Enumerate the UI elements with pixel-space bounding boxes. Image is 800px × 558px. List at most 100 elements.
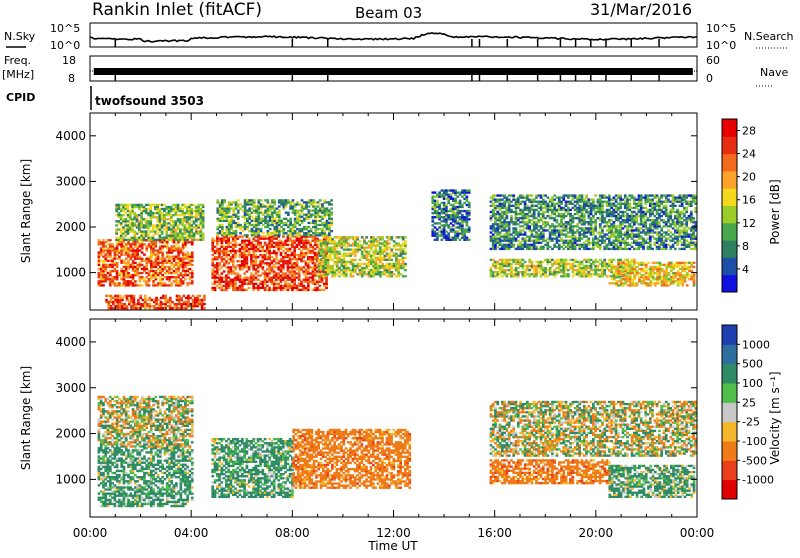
data-cell: [255, 224, 258, 226]
data-cell: [590, 231, 593, 233]
data-cell: [298, 228, 301, 230]
data-cell: [372, 240, 375, 242]
data-cell: [558, 235, 561, 237]
data-cell: [170, 230, 173, 232]
data-cell: [320, 263, 323, 265]
data-cell: [524, 209, 527, 211]
data-cell: [122, 210, 125, 212]
data-cell: [499, 259, 502, 261]
data-cell: [363, 267, 366, 269]
data-cell: [608, 275, 611, 277]
data-cell: [438, 214, 441, 216]
data-cell: [459, 204, 462, 206]
data-cell: [343, 253, 346, 255]
data-cell: [266, 268, 269, 270]
data-cell: [321, 203, 324, 205]
data-cell: [537, 211, 540, 213]
data-cell: [271, 205, 274, 207]
data-cell: [187, 305, 190, 307]
data-cell: [227, 240, 230, 242]
data-cell: [314, 252, 317, 254]
data-cell: [148, 272, 151, 274]
data-cell: [135, 305, 138, 307]
data-cell: [257, 234, 260, 236]
data-cell: [109, 264, 112, 266]
data-cell: [164, 282, 167, 284]
data-cell: [248, 268, 251, 270]
data-cell: [230, 283, 233, 285]
data-cell: [147, 220, 150, 222]
data-cell: [567, 246, 570, 248]
data-cell: [372, 273, 375, 275]
data-cell: [129, 224, 132, 226]
data-cell: [314, 272, 317, 274]
data-cell: [148, 303, 151, 305]
data-cell: [492, 235, 495, 237]
data-cell: [356, 273, 359, 275]
data-cell: [248, 209, 251, 211]
data-cell: [149, 218, 152, 220]
data-cell: [168, 280, 171, 282]
data-cell: [441, 232, 444, 234]
data-cell: [221, 234, 224, 236]
data-cell: [219, 218, 222, 220]
data-cell: [177, 214, 180, 216]
data-cell: [456, 214, 459, 216]
data-cell: [343, 275, 346, 277]
data-cell: [372, 267, 375, 269]
data-cell: [184, 243, 187, 245]
data-cell: [275, 258, 278, 260]
data-cell: [301, 199, 304, 201]
data-cell: [510, 240, 513, 242]
data-cell: [308, 226, 311, 228]
data-cell: [572, 233, 575, 235]
data-cell: [323, 232, 326, 234]
data-cell: [156, 220, 159, 222]
data-cell: [273, 228, 276, 230]
data-cell: [165, 232, 168, 234]
data-cell: [193, 237, 196, 239]
data-cell: [107, 260, 110, 262]
data-cell: [524, 227, 527, 229]
data-cell: [301, 222, 304, 224]
data-cell: [365, 267, 368, 269]
data-cell: [252, 289, 255, 291]
data-cell: [519, 225, 522, 227]
data-cell: [264, 272, 267, 274]
data-cell: [519, 203, 522, 205]
data-cell: [144, 305, 147, 307]
data-cell: [226, 230, 229, 232]
data-cell: [221, 216, 224, 218]
data-cell: [317, 214, 320, 216]
data-cell: [300, 289, 303, 291]
data-cell: [159, 224, 162, 226]
data-cell: [531, 261, 534, 263]
data-cell: [528, 273, 531, 275]
data-cell: [517, 244, 520, 246]
data-cell: [200, 222, 203, 224]
data-cell: [323, 222, 326, 224]
data-cell: [441, 230, 444, 232]
data-cell: [119, 305, 122, 307]
data-cell: [292, 226, 295, 228]
data-cell: [512, 196, 515, 198]
data-cell: [585, 269, 588, 271]
data-cell: [323, 216, 326, 218]
data-cell: [494, 267, 497, 269]
data-cell: [284, 262, 287, 264]
data-cell: [161, 260, 164, 262]
data-cell: [562, 271, 565, 273]
data-cell: [275, 279, 278, 281]
data-cell: [243, 252, 246, 254]
data-cell: [273, 264, 276, 266]
data-cell: [296, 260, 299, 262]
data-cell: [560, 229, 563, 231]
data-cell: [143, 266, 146, 268]
data-cell: [336, 253, 339, 255]
data-cell: [294, 203, 297, 205]
data-cell: [280, 199, 283, 201]
data-cell: [228, 232, 231, 234]
data-cell: [601, 275, 604, 277]
data-cell: [581, 237, 584, 239]
data-cell: [540, 209, 543, 211]
